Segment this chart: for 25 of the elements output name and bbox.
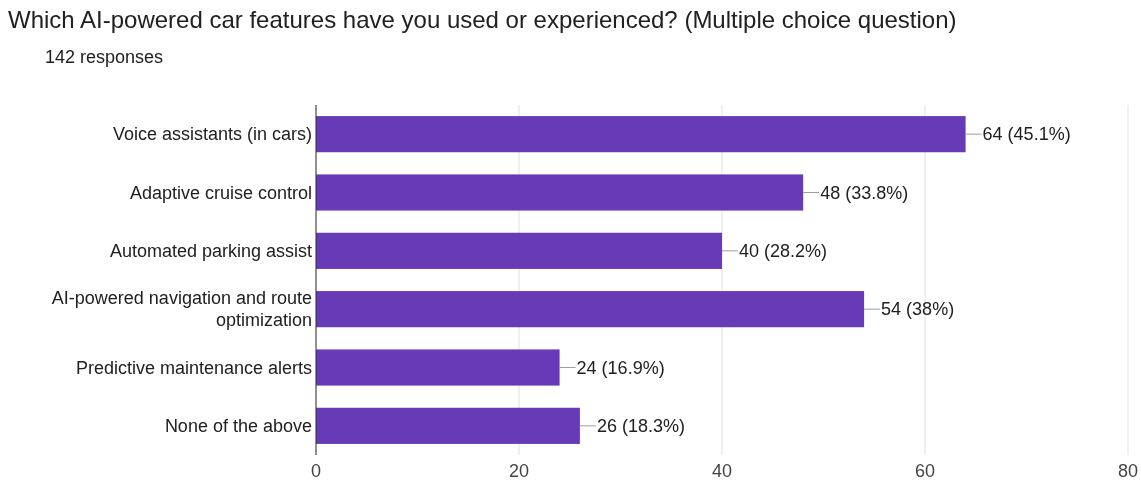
- chart-title: Which AI-powered car features have you used or experienced? (Multiple choice question): [8, 6, 957, 33]
- y-tick-label: Predictive maintenance alerts: [75, 357, 312, 378]
- data-label: 64 (45.1%): [982, 124, 1071, 145]
- bar: [316, 116, 966, 153]
- data-label: 40 (28.2%): [739, 241, 828, 262]
- data-label: 26 (18.3%): [596, 416, 685, 437]
- x-tick-label: 80: [1117, 461, 1139, 481]
- y-tick-label: AI-powered navigation and route optimization: [51, 288, 312, 331]
- x-tick-label: 0: [310, 461, 322, 481]
- data-label: 48 (33.8%): [820, 182, 909, 203]
- text: 142 responses: [45, 47, 164, 67]
- bar: [316, 291, 865, 328]
- x-tick-label: 20: [508, 461, 530, 481]
- data-label: 24 (16.9%): [576, 357, 665, 378]
- y-tick-label: Automated parking assist: [109, 241, 312, 262]
- y-tick-label: Adaptive cruise control: [129, 182, 312, 203]
- bar: [316, 407, 580, 444]
- y-tick-label: None of the above: [164, 416, 312, 437]
- x-tick-label: 60: [914, 461, 936, 481]
- data-label: 54 (38%): [881, 299, 955, 320]
- x-tick-label: 40: [711, 461, 733, 481]
- bar: [316, 349, 560, 386]
- bar: [316, 232, 722, 269]
- y-tick-label: Voice assistants (in cars): [112, 124, 312, 145]
- bar: [316, 174, 804, 211]
